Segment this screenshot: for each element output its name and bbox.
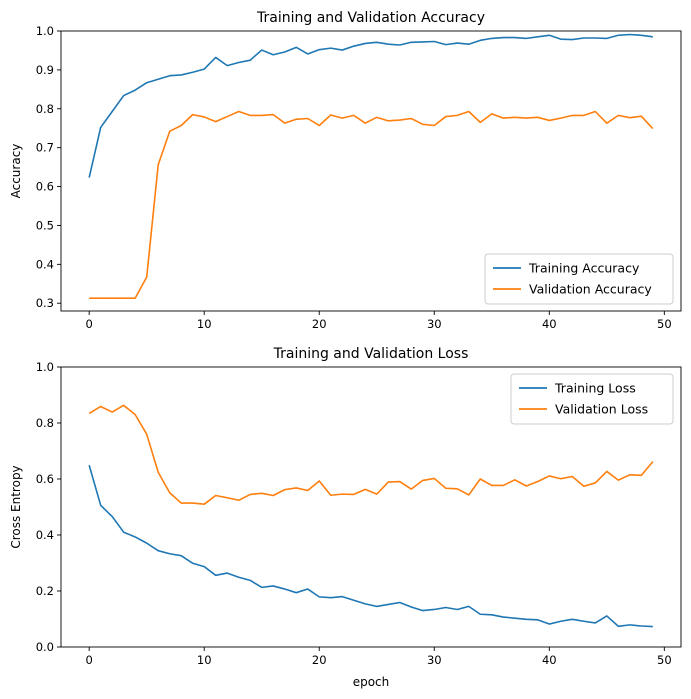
legend: Training Loss Validation Loss <box>510 373 674 425</box>
series-line-validation-loss <box>88 404 654 506</box>
legend: Training Accuracy Validation Accuracy <box>484 253 674 305</box>
y-tick-label: 0.6 <box>36 180 54 194</box>
y-tick-label: 0.8 <box>36 102 54 116</box>
axes-frame <box>60 30 682 312</box>
legend-box <box>510 373 674 425</box>
series-line-training-accuracy <box>88 33 653 178</box>
chart-title: Training and Validation Accuracy <box>256 10 485 26</box>
y-tick-label: 0.9 <box>36 63 54 77</box>
x-tick-label: 0 <box>86 317 93 331</box>
y-tick-label: 0.8 <box>36 416 54 430</box>
x-tick-label: 50 <box>657 653 672 667</box>
y-tick-label: 0.6 <box>36 472 54 486</box>
legend-entry-label: Training Loss <box>554 381 636 396</box>
y-axis-label: Accuracy <box>9 144 23 199</box>
loss-chart: 0 10 20 30 40 50 0.0 0.2 0.4 0.6 0.8 1.0 Training an… <box>9 346 682 689</box>
x-tick-label: 10 <box>197 653 212 667</box>
x-tick-label: 0 <box>86 653 93 667</box>
y-tick-label: 0.7 <box>36 141 54 155</box>
y-tick-label: 0.4 <box>36 257 54 271</box>
x-axis-label: epoch <box>353 675 390 689</box>
x-tick-label: 50 <box>657 317 672 331</box>
x-tick-label: 40 <box>542 653 557 667</box>
legend-entry-label: Validation Loss <box>555 402 648 417</box>
x-tick-label: 30 <box>427 653 442 667</box>
legend-entry-label: Validation Accuracy <box>529 282 652 297</box>
legend-entry-label: Training Accuracy <box>528 261 640 276</box>
axes-frame <box>60 366 682 648</box>
accuracy-chart: 0 10 20 30 40 50 0.3 0.4 0.5 0.6 0.7 0.8 0.9 1.0 Train… <box>9 10 682 331</box>
legend-box <box>484 253 674 305</box>
chart-title: Training and Validation Loss <box>273 346 469 362</box>
y-tick-label: 1.0 <box>36 24 54 38</box>
x-tick-label: 20 <box>312 653 327 667</box>
x-tick-label: 20 <box>312 317 327 331</box>
y-tick-label: 0.3 <box>36 296 54 310</box>
y-tick-label: 0.5 <box>36 218 54 232</box>
y-tick-label: 0.2 <box>36 584 54 598</box>
y-tick-label: 0.4 <box>36 528 54 542</box>
y-tick-label: 0.0 <box>36 640 54 654</box>
y-axis-label: Cross Entropy <box>9 465 23 548</box>
x-tick-label: 10 <box>197 317 212 331</box>
y-tick-label: 1.0 <box>36 360 54 374</box>
x-tick-label: 40 <box>542 317 557 331</box>
series-line-training-loss <box>88 465 653 628</box>
x-tick-label: 30 <box>427 317 442 331</box>
series-line-validation-accuracy <box>89 110 654 299</box>
